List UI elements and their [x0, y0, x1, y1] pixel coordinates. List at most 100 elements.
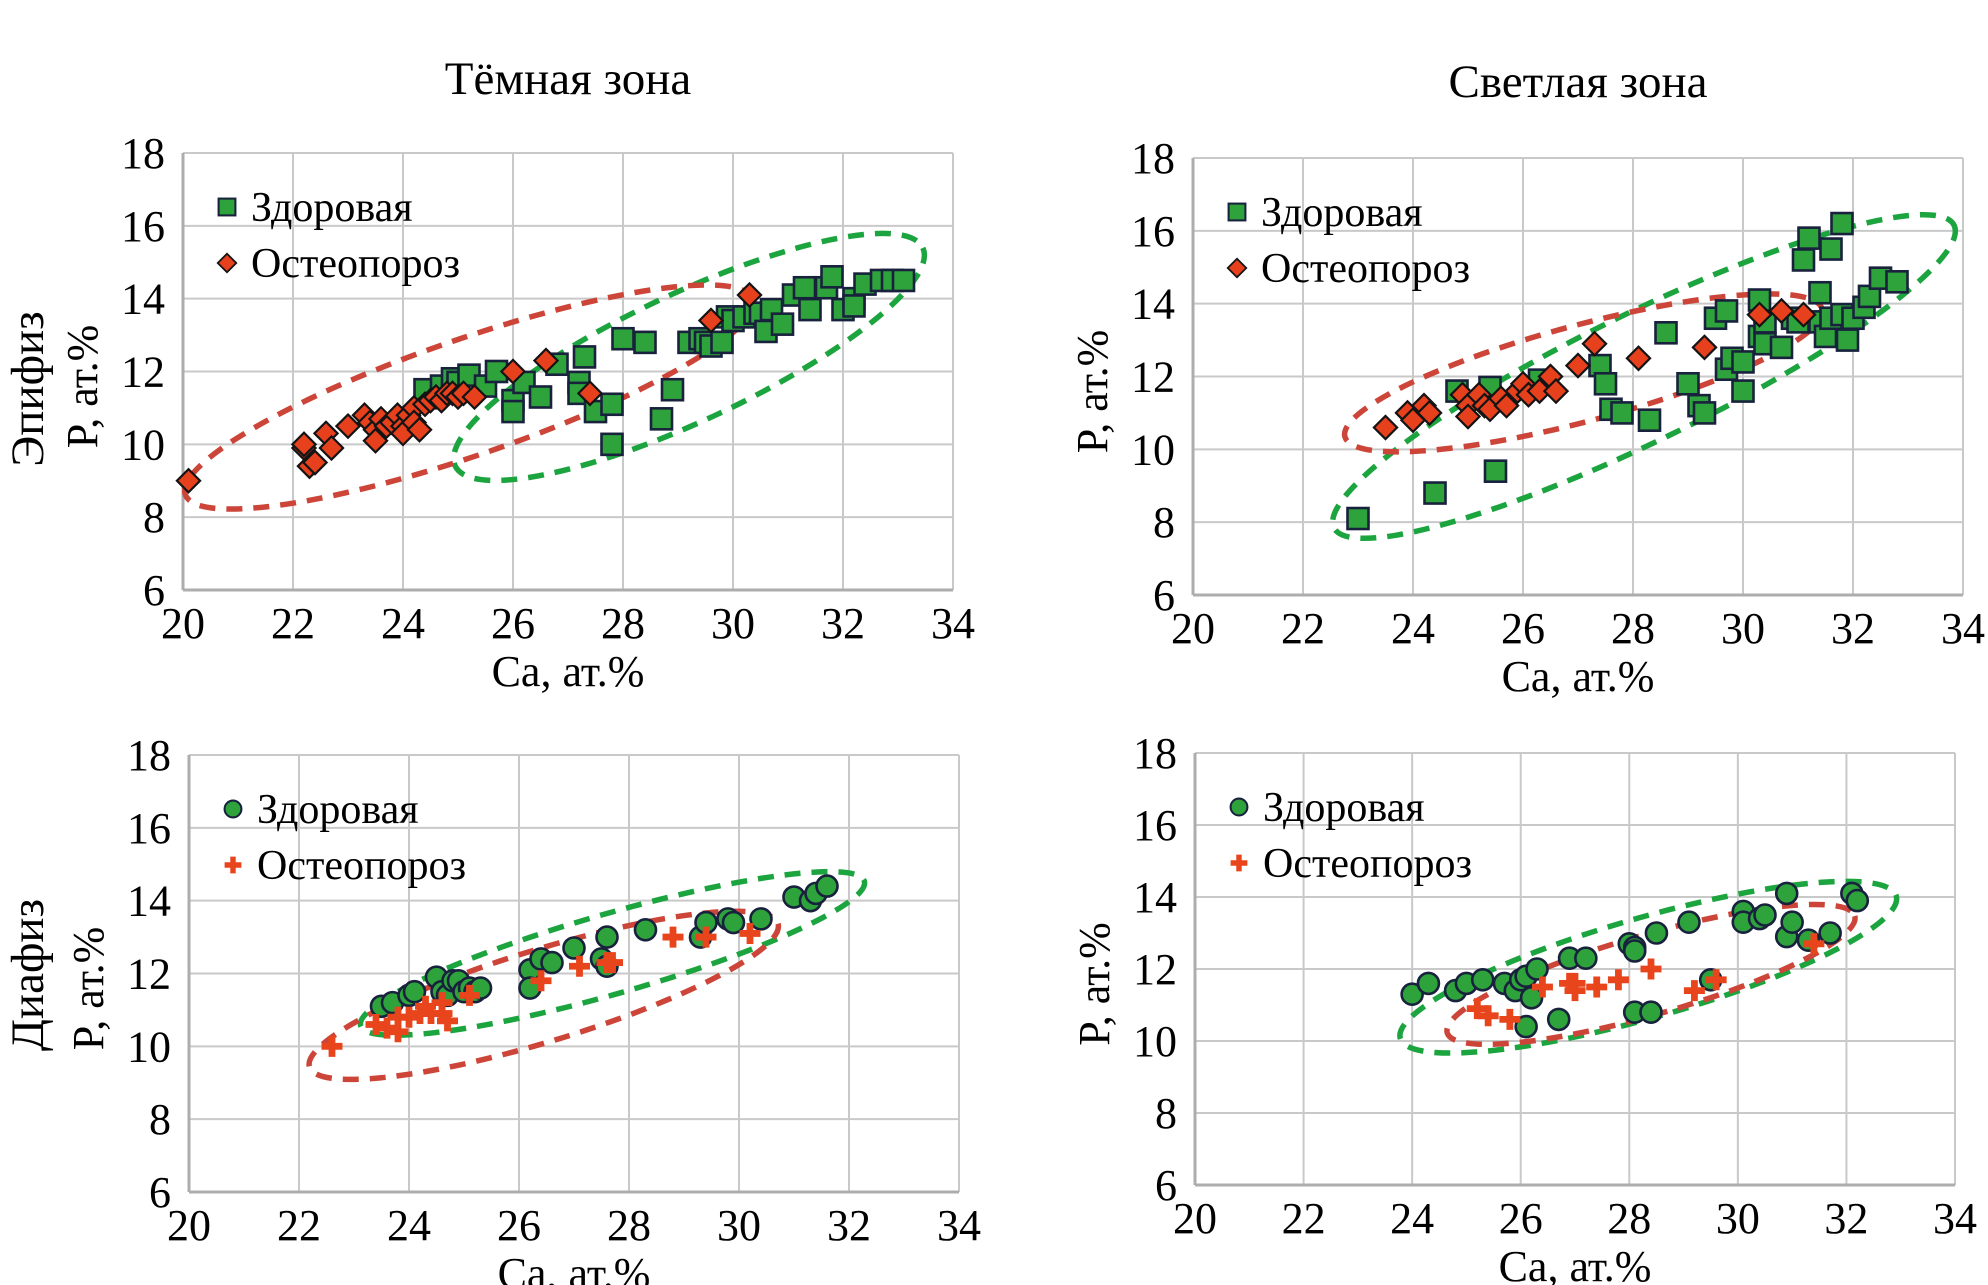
y-tick-label: 6 — [1155, 1161, 1177, 1210]
x-tick-label: 34 — [931, 599, 975, 648]
x-tick-label: 28 — [607, 1201, 651, 1250]
data-point-healthy — [1835, 328, 1860, 352]
x-tick-label: 22 — [271, 599, 315, 648]
y-tick-label: 18 — [127, 731, 171, 780]
data-point-healthy — [1400, 982, 1424, 1007]
y-axis-label: P, ат.% — [64, 927, 113, 1051]
x-tick-label: 22 — [1281, 604, 1325, 653]
x-tick-label: 26 — [497, 1201, 541, 1250]
x-axis-label: Ca, ат.% — [492, 647, 645, 696]
data-point-osteo — [1531, 976, 1553, 998]
data-point-healthy — [660, 377, 685, 402]
data-point-osteo — [1607, 969, 1629, 991]
legend-label-healthy: Здоровая — [1263, 785, 1425, 831]
data-point-healthy — [1546, 1007, 1571, 1032]
data-point-healthy — [1791, 248, 1816, 272]
data-point-healthy — [1610, 401, 1634, 425]
plot-diaphysis-dark: 6 8 10 12 14 16 18 20 22 24 26 28 30 32 34 Ca, ат.% P, а… — [64, 731, 981, 1285]
y-tick-label: 8 — [143, 493, 165, 542]
data-point-osteo — [1683, 980, 1705, 1002]
data-point-osteo — [1768, 297, 1795, 325]
data-point-osteo — [376, 1017, 398, 1039]
ellipse-healthy — [450, 230, 928, 484]
data-point-osteo — [459, 984, 480, 1006]
data-point-osteo — [697, 307, 725, 334]
data-point-osteo — [1542, 377, 1570, 405]
x-tick-label: 30 — [1721, 604, 1765, 653]
data-point-osteo — [1372, 414, 1399, 441]
data-point-healthy — [1818, 921, 1842, 945]
plot-epiphysis-light: 6 8 10 12 14 16 18 20 22 24 26 28 30 32 34 Ca, ат.% P, а… — [1068, 134, 1985, 701]
row-label-diaphysis: Диафиз — [2, 898, 54, 1052]
data-point-osteo — [602, 952, 623, 974]
y-tick-label: 8 — [149, 1095, 171, 1144]
data-point-osteo — [1564, 352, 1592, 379]
y-tick-label: 14 — [1133, 873, 1177, 922]
data-point-healthy — [1644, 921, 1669, 945]
x-tick-label: 20 — [167, 1201, 211, 1250]
y-tick-label: 18 — [1133, 729, 1177, 778]
data-point-healthy — [1622, 939, 1647, 963]
x-tick-label: 26 — [1499, 1194, 1543, 1243]
data-point-healthy — [1423, 481, 1447, 505]
data-point-healthy — [402, 979, 427, 1004]
y-tick-label: 14 — [1131, 280, 1175, 329]
data-point-healthy — [1574, 946, 1598, 971]
y-axis-label: P, ат.% — [58, 325, 107, 449]
data-point-osteo — [406, 416, 433, 443]
data-point-osteo — [530, 970, 552, 992]
x-tick-label: 34 — [1933, 1194, 1977, 1243]
data-point-healthy — [540, 950, 564, 975]
data-point-osteo — [662, 926, 684, 948]
data-point-healthy — [710, 330, 734, 355]
data-point-osteo — [1625, 345, 1652, 372]
x-axis-label: Ca, ат.% — [1499, 1242, 1652, 1285]
data-point-healthy — [842, 294, 866, 318]
legend-label-healthy: Здоровая — [251, 185, 413, 231]
data-point-osteo — [1746, 301, 1773, 328]
x-tick-label: 28 — [601, 599, 645, 648]
series-osteo — [1466, 933, 1825, 1030]
y-tick-label: 16 — [121, 202, 165, 251]
data-point-healthy — [501, 399, 525, 424]
y-tick-label: 12 — [1133, 945, 1177, 994]
data-point-healthy — [1677, 910, 1701, 935]
legend-label-healthy: Здоровая — [257, 787, 419, 833]
y-tick-label: 12 — [121, 348, 165, 397]
data-point-osteo — [1466, 998, 1488, 1020]
data-point-healthy — [600, 432, 624, 457]
y-tick-label: 18 — [1131, 134, 1175, 183]
x-tick-label: 24 — [1390, 1194, 1434, 1243]
ellipse-healthy — [357, 868, 868, 1039]
x-tick-label: 26 — [1501, 604, 1545, 653]
data-point-healthy — [1797, 226, 1821, 250]
x-tick-label: 28 — [1611, 604, 1655, 653]
legend-label-healthy: Здоровая — [1261, 190, 1423, 236]
series-healthy — [413, 265, 916, 457]
plot-diaphysis-light: 6 8 10 12 14 16 18 20 22 24 26 28 30 32 34 Ca, ат.% P, а… — [1070, 729, 1977, 1285]
legend-marker-healthy — [1227, 202, 1247, 222]
data-point-healthy — [1845, 888, 1870, 913]
data-point-healthy — [792, 275, 817, 300]
series-osteo — [1372, 297, 1817, 441]
y-tick-label: 8 — [1155, 1089, 1177, 1138]
legend: Здоровая Остеопороз — [223, 787, 466, 889]
legend-marker-healthy — [223, 799, 243, 819]
y-tick-label: 6 — [143, 566, 165, 615]
data-point-healthy — [1830, 211, 1854, 236]
data-point-healthy — [1346, 506, 1370, 531]
data-point-osteo — [1691, 334, 1718, 361]
data-point-osteo — [362, 427, 389, 454]
legend-marker-osteo — [1226, 257, 1248, 279]
x-tick-label: 22 — [277, 1201, 321, 1250]
data-point-osteo — [1586, 976, 1608, 998]
data-point-osteo — [695, 926, 717, 948]
x-axis-label: Ca, ат.% — [498, 1249, 651, 1285]
series-healthy — [1400, 881, 1870, 1039]
x-tick-label: 34 — [937, 1201, 981, 1250]
legend: Здоровая Остеопороз — [1229, 785, 1472, 887]
legend-marker-osteo — [224, 856, 242, 874]
x-tick-label: 24 — [1391, 604, 1435, 653]
y-tick-label: 12 — [127, 950, 171, 999]
data-point-healthy — [1637, 408, 1662, 433]
